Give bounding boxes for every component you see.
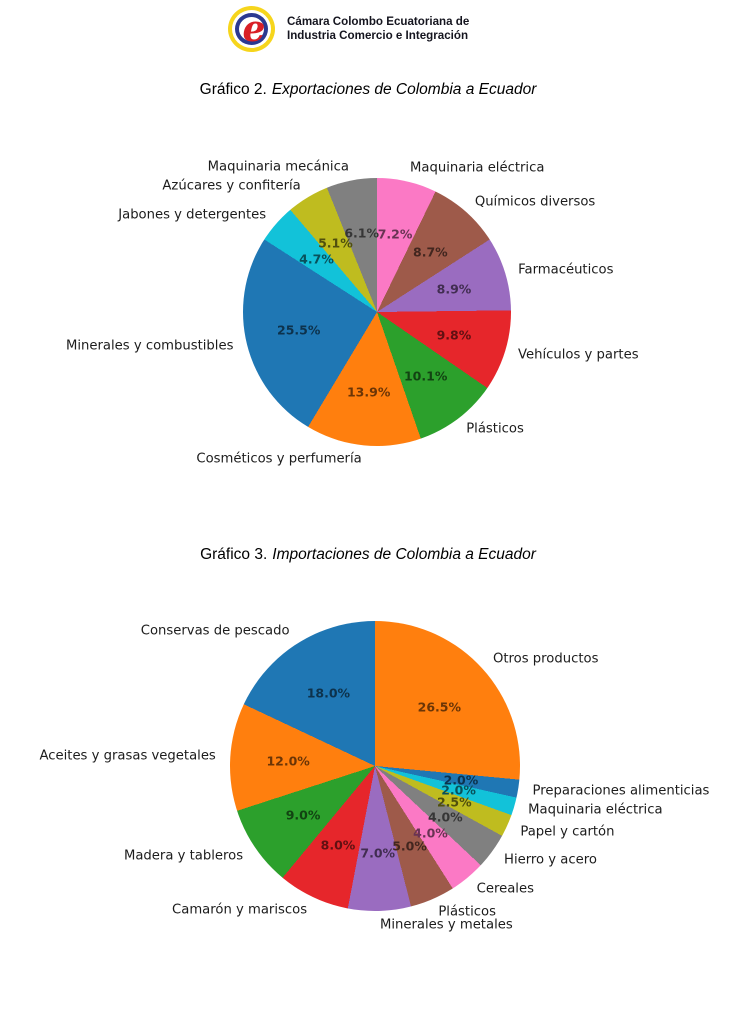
slice-pct-label: 4.7%	[299, 251, 334, 267]
slice-name-label: Papel y cartón	[520, 824, 615, 840]
slice-pct-label: 8.0%	[320, 837, 356, 853]
slice-pct-label: 6.1%	[344, 225, 380, 241]
slice-pct-label: 7.0%	[360, 845, 396, 861]
logo-letter-e: e	[242, 8, 266, 50]
slice-pct-label: 8.9%	[436, 281, 472, 297]
slice-pct-label: 18.0%	[306, 685, 351, 701]
slice-pct-label: 5.1%	[318, 235, 353, 251]
slice-pct-label: 25.5%	[277, 322, 321, 338]
slice-pct-label: 13.9%	[346, 384, 391, 400]
slice-name-label: Hierro y acero	[504, 852, 597, 868]
slice-name-label: Cosméticos y perfumería	[196, 451, 362, 467]
slice-name-label: Camarón y mariscos	[172, 902, 308, 918]
slice-name-label: Minerales y metales	[380, 917, 513, 933]
org-logo: e Cámara Colombo Ecuatoriana de Industri…	[228, 6, 528, 54]
chart2-title-prefix: Gráfico 3.	[200, 546, 268, 563]
chart1-title: Gráfico 2. Exportaciones de Colombia a Ec…	[0, 81, 736, 99]
chart1-title-italic: Exportaciones de Colombia a Ecuador	[271, 81, 537, 98]
slice-name-label: Maquinaria eléctrica	[410, 160, 545, 176]
chart1-title-prefix: Gráfico 2.	[199, 81, 267, 98]
slice-pct-label: 12.0%	[266, 753, 310, 769]
logo-text-line1: Cámara Colombo Ecuatoriana de	[287, 15, 470, 28]
slice-name-label: Maquinaria mecánica	[207, 159, 349, 175]
slice-name-label: Farmacéuticos	[518, 262, 614, 278]
slice-name-label: Químicos diversos	[474, 194, 596, 210]
slice-name-label: Madera y tableros	[123, 848, 244, 864]
slice-name-label: Conservas de pescado	[140, 623, 290, 639]
logo-icon: e	[228, 6, 275, 52]
slice-pct-label: 26.5%	[417, 699, 462, 715]
slice-name-label: Maquinaria eléctrica	[528, 802, 663, 818]
slice-pct-label: 5.0%	[392, 838, 427, 854]
slice-pct-label: 8.7%	[413, 244, 448, 260]
slice-pct-label: 4.0%	[413, 825, 448, 841]
slice-pct-label: 4.0%	[428, 809, 463, 825]
slice-pct-label: 9.0%	[285, 807, 321, 823]
slice-pct-label: 2.5%	[436, 794, 472, 810]
slice-name-label: Azúcares y confitería	[162, 178, 301, 194]
chart2-title: Gráfico 3. Importaciones de Colombia a Ec…	[0, 546, 736, 564]
slice-name-label: Vehículos y partes	[518, 347, 639, 363]
slice-pct-label: 7.2%	[377, 226, 413, 242]
logo-blue-ring	[235, 13, 268, 45]
logo-text: Cámara Colombo Ecuatoriana de Industria …	[287, 15, 469, 43]
pie-chart-imports	[230, 621, 520, 911]
slice-pct-label: 2.0%	[443, 772, 479, 788]
logo-text-line2: Industria Comercio e Integración	[287, 29, 469, 42]
slice-pct-label: 2.0%	[441, 782, 476, 798]
slice-name-label: Otros productos	[492, 651, 599, 667]
slice-pct-label: 10.1%	[403, 368, 448, 384]
slice-name-label: Plásticos	[438, 904, 496, 920]
chart2-title-italic: Importaciones de Colombia a Ecuador	[272, 546, 536, 563]
slice-name-label: Cereales	[476, 881, 534, 897]
slice-name-label: Aceites y grasas vegetales	[39, 748, 216, 764]
slice-pct-label: 9.8%	[436, 327, 472, 343]
slice-name-label: Plásticos	[466, 421, 524, 437]
slice-name-label: Jabones y detergentes	[118, 207, 267, 223]
slice-name-label: Minerales y combustibles	[65, 338, 234, 353]
pie-chart-exports	[243, 178, 511, 446]
slice-name-label: Preparaciones alimenticias	[532, 783, 710, 799]
